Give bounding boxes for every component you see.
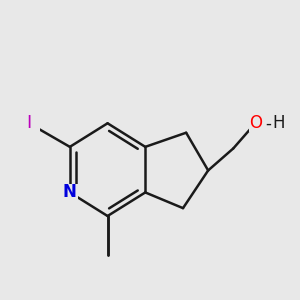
- Text: -: -: [266, 114, 272, 132]
- Text: N: N: [63, 183, 77, 201]
- Text: O: O: [249, 114, 262, 132]
- Bar: [61, 184, 79, 201]
- Bar: [18, 115, 40, 132]
- Bar: [249, 115, 290, 132]
- Text: I: I: [26, 114, 32, 132]
- Text: H: H: [273, 114, 285, 132]
